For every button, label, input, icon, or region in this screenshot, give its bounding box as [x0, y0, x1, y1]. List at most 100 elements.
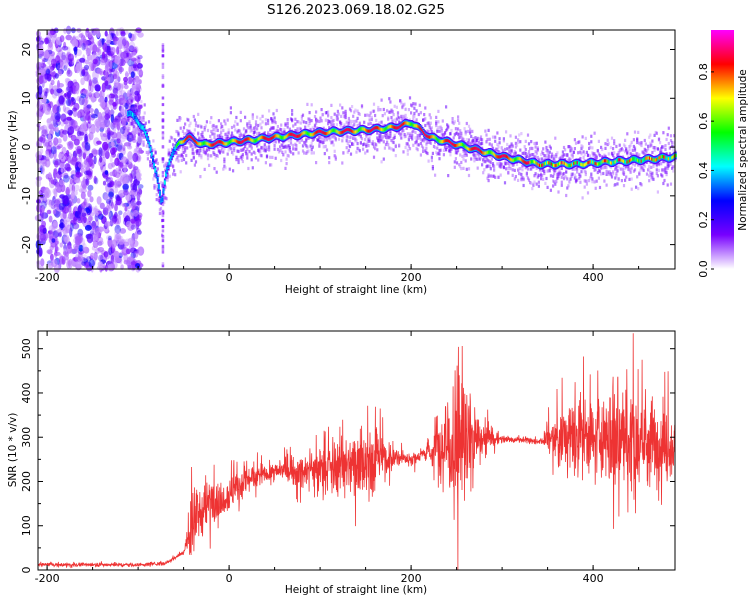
spectrogram-halo-cell [657, 138, 661, 142]
spectrogram-halo-cell [310, 119, 313, 123]
spectrogram-noise-cell [104, 71, 108, 81]
spectrogram-halo-cell [182, 157, 186, 162]
spectrogram-halo-cell [155, 158, 158, 162]
spectrogram-halo-cell [435, 124, 438, 128]
spectrogram-halo-cell [307, 149, 310, 153]
spectrogram-halo-cell [417, 143, 420, 147]
spectrogram-halo-cell [465, 138, 468, 142]
spectrogram-halo-cell [631, 148, 634, 152]
spectrogram-halo-cell [330, 116, 333, 120]
spectrogram-halo-cell [629, 143, 632, 147]
spectrogram-halo-cell [559, 171, 562, 175]
spectrogram-noise-cell [86, 121, 92, 129]
spectrogram-halo-cell [291, 112, 294, 116]
spectrogram-halo-cell [481, 138, 484, 142]
spectrogram-noise-cell [61, 146, 67, 155]
spectrogram-halo-cell [509, 167, 512, 171]
spectrogram-halo-cell [589, 154, 592, 158]
spectrogram-noise-cell [74, 190, 78, 196]
spectrogram-halo-cell [590, 134, 593, 138]
spectrogram-noise-cell [82, 89, 90, 96]
spectrogram-noise-cell [84, 97, 89, 105]
spectrogram-halo-cell [221, 146, 224, 150]
spectrogram-halo-cell [538, 157, 542, 161]
spectrogram-halo-cell [379, 108, 382, 112]
spectrogram-noise-cell [65, 34, 72, 41]
spectrogram-halo-cell [142, 115, 145, 119]
spectrogram-halo-cell [457, 118, 460, 122]
spectrogram-halo-cell [381, 136, 384, 140]
spectrogram-noise-cell [61, 51, 66, 61]
spectrogram-halo-cell [568, 180, 571, 184]
spectrogram-halo-cell [505, 167, 508, 171]
spectrogram-halo-cell [286, 121, 289, 125]
spectrogram-halo-cell [429, 121, 432, 125]
spectrogram-halo-cell [368, 139, 371, 143]
spectrogram-halo-cell [224, 122, 227, 126]
spectrogram-halo-cell [653, 133, 656, 137]
spectrogram-halo-cell [253, 151, 257, 155]
spectrogram-noise-cell [50, 79, 55, 86]
spectrogram-noise-cell [53, 137, 59, 146]
spectrogram-halo-cell [524, 148, 527, 152]
spectrogram-halo-cell [393, 104, 396, 108]
spectrogram-halo-cell [650, 165, 653, 169]
spectrogram-noise-cell [104, 221, 111, 227]
spectrogram-halo-cell [591, 177, 594, 181]
spectrogram-halo-cell [296, 127, 299, 131]
spectrogram-halo-cell [146, 157, 149, 161]
spectrogram-halo-cell [672, 165, 675, 169]
spectrogram-noise-cell [94, 84, 101, 92]
spectrogram-halo-cell [333, 149, 336, 153]
spectrogram-halo-cell [254, 156, 258, 160]
spectrogram-noise-cell [123, 142, 131, 147]
spectrogram-halo-cell [425, 146, 428, 150]
spectrogram-noise-cell [76, 210, 81, 219]
spectrogram-noise-cell [161, 145, 165, 148]
spectrogram-noise-cell [40, 125, 45, 131]
spectrogram-noise-cell [113, 79, 118, 89]
spectrogram-halo-cell [163, 200, 166, 204]
spectrogram-halo-cell [203, 167, 206, 171]
spectrogram-noise-cell [128, 138, 132, 148]
spectrogram-noise-cell [120, 83, 125, 89]
spectrogram-halo-cell [618, 143, 621, 147]
spectrogram-halo-cell [145, 144, 148, 148]
spectrogram-halo-cell [251, 114, 254, 119]
spectrogram-noise-cell [76, 148, 83, 158]
spectrogram-noise-cell [89, 196, 94, 203]
spectrogram-noise-cell [66, 259, 71, 269]
spectrogram-noise-cell [137, 32, 144, 38]
spectrogram-halo-cell [187, 118, 190, 122]
spectrogram-halo-cell [625, 175, 628, 179]
spectrogram-noise-cell [54, 182, 62, 192]
spectrogram-noise-cell [54, 249, 58, 258]
spectrogram-halo-cell [369, 122, 372, 126]
spectrogram-halo-cell [337, 137, 341, 141]
spectrogram-halo-cell [185, 161, 188, 165]
spectrogram-noise-cell [56, 88, 63, 94]
spectrogram-halo-cell [546, 185, 549, 189]
spectrogram-noise-cell [115, 31, 119, 37]
spectrogram-halo-cell [305, 121, 308, 125]
spectrogram-halo-cell [367, 144, 370, 148]
spectrogram-halo-cell [449, 132, 452, 136]
spectrogram-noise-cell [120, 51, 127, 60]
spectrogram-halo-cell [487, 128, 490, 132]
spectrogram-noise-cell [117, 64, 122, 71]
spectrogram-noise-cell [92, 240, 99, 249]
spectrogram-halo-cell [637, 130, 640, 134]
spectrogram-noise-cell [80, 77, 85, 86]
spectrogram-noise-cell [67, 53, 75, 62]
spectrogram-halo-cell [537, 184, 540, 188]
spectrogram-halo-cell [228, 167, 231, 171]
spectrogram-noise-cell [110, 47, 116, 55]
spectrogram-noise-cell [134, 90, 139, 96]
spectrogram-noise-cell [61, 45, 69, 51]
spectrogram-halo-cell [558, 168, 561, 172]
spectrogram-halo-cell [268, 109, 271, 113]
spectrogram-noise-cell [44, 72, 48, 81]
spectrogram-halo-cell [303, 151, 306, 155]
spectrogram-halo-cell [222, 167, 225, 171]
